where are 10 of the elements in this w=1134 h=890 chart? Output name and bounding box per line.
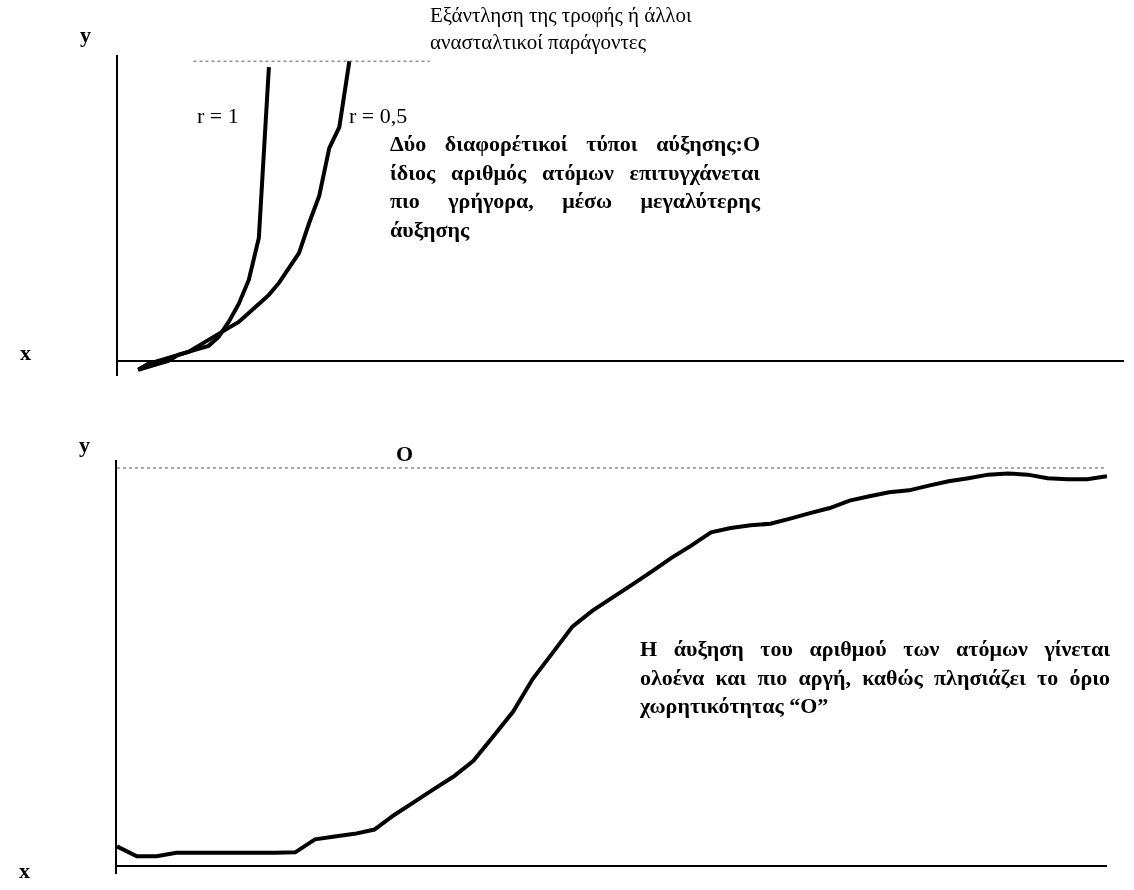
- annotation: Η άυξηση του αριθμού των ατόμων γίνεται ολοένα και πιο αργή, καθώς πλησιάζει το όριο χωρητικότητας “Ο”: [640, 635, 1110, 721]
- ref-line-label: Εξάντληση της τροφής ή άλλοι ανασταλτικοί παράγοντες: [430, 2, 693, 57]
- series-label: r = 1: [197, 103, 239, 128]
- ref-line-label: O: [396, 441, 414, 466]
- x-axis-title: x: [20, 340, 31, 365]
- y-axis-title: y: [80, 22, 91, 47]
- annotation: Δύο διαφορέτικοί τύποι αύξησης:Ο ίδιος αριθμός ατόμων επιτυγχάνεται πιο γρήγορα, μέσω μεγαλύτερης άυξησης: [390, 130, 760, 244]
- series-label: r = 0,5: [349, 103, 408, 128]
- x-axis-title: x: [19, 858, 30, 883]
- y-axis-title: y: [79, 432, 90, 457]
